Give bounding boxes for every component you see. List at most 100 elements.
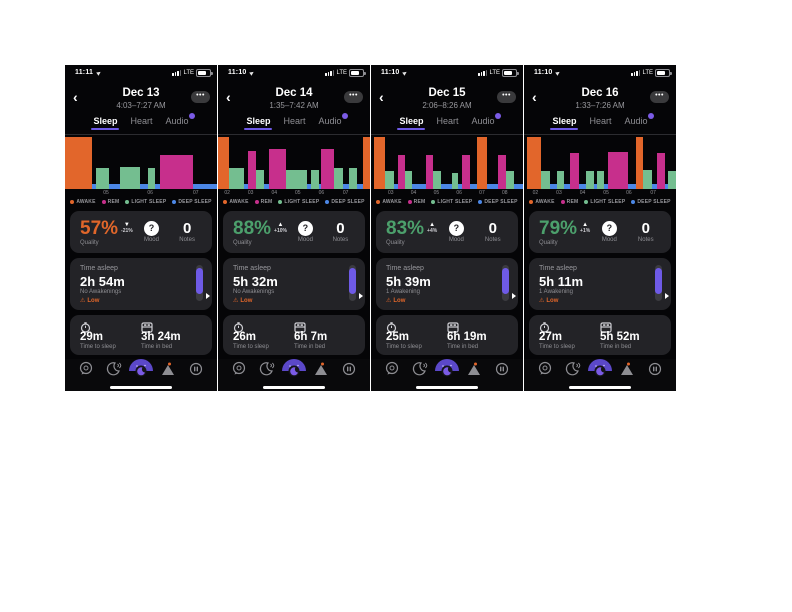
card-chevron-icon[interactable] — [512, 293, 516, 299]
profile-icon[interactable] — [342, 362, 356, 381]
chat-icon[interactable] — [79, 361, 94, 381]
tab-audio[interactable]: Audio — [166, 113, 195, 130]
tab-heart[interactable]: Heart — [589, 116, 612, 126]
pillow-logo-icon[interactable] — [434, 358, 460, 383]
legend-item: AWAKE — [376, 199, 401, 205]
sleep-gauge — [655, 265, 662, 301]
sleep-sounds-icon[interactable] — [412, 361, 428, 381]
chart-bar-light — [96, 168, 110, 189]
notes-section[interactable]: 0 Notes — [170, 221, 212, 243]
tab-heart[interactable]: Heart — [436, 116, 459, 126]
chat-icon[interactable] — [232, 361, 247, 381]
card-chevron-icon[interactable] — [206, 293, 210, 299]
more-options-button[interactable]: ••• — [344, 91, 363, 103]
chart-bar-light — [311, 170, 320, 189]
chart-bar-light — [433, 171, 441, 189]
home-indicator[interactable] — [110, 386, 172, 389]
profile-icon[interactable] — [495, 362, 509, 381]
mood-label: Mood — [601, 237, 617, 243]
network-type: LTE — [489, 70, 500, 76]
awakenings-text: No Awakenings — [80, 289, 122, 295]
chat-icon[interactable] — [538, 361, 553, 381]
card-chevron-icon[interactable] — [359, 293, 363, 299]
home-indicator[interactable] — [416, 386, 478, 389]
legend-dot — [631, 200, 636, 204]
chart-bar-rem — [607, 151, 629, 189]
time-asleep-card[interactable]: Time asleep 5h 39m 1 Awakening ⚠ Low — [376, 258, 518, 310]
time-asleep-card[interactable]: Time asleep 5h 32m No Awakenings ⚠ Low — [223, 258, 365, 310]
sleep-sounds-icon[interactable] — [565, 361, 581, 381]
back-chevron-icon[interactable]: ‹ — [73, 89, 78, 105]
chart-bar-awake — [635, 137, 644, 189]
bed-icon — [600, 320, 671, 333]
chart-bar-light — [643, 170, 652, 189]
time-asleep-card[interactable]: Time asleep 2h 54m No Awakenings ⚠ Low — [70, 258, 212, 310]
trends-icon[interactable] — [313, 361, 329, 381]
stats-card: 29m Time to sleep 3h 24m Time in bed — [70, 315, 212, 355]
tab-heart[interactable]: Heart — [283, 116, 306, 126]
mood-section[interactable]: ? Mood — [590, 221, 628, 243]
card-chevron-icon[interactable] — [665, 293, 669, 299]
tab-audio-label: Audio — [624, 116, 648, 126]
mood-section[interactable]: ? Mood — [133, 221, 171, 243]
sleep-stage-chart[interactable] — [371, 137, 523, 189]
tab-sleep[interactable]: Sleep — [397, 116, 426, 130]
mood-question-icon[interactable]: ? — [297, 221, 313, 236]
chart-bar-light — [384, 171, 394, 189]
more-options-button[interactable]: ••• — [191, 91, 210, 103]
notes-count: 0 — [641, 220, 650, 237]
home-indicator[interactable] — [569, 386, 631, 389]
legend-label: LIGHT SLEEP — [284, 199, 320, 205]
time-in-bed-stat: 6h 19m Time in bed — [447, 315, 518, 355]
trends-icon[interactable] — [619, 361, 635, 381]
sleep-stage-chart[interactable] — [218, 137, 370, 189]
time-asleep-card[interactable]: Time asleep 5h 11m 1 Awakening ⚠ Low — [529, 258, 671, 310]
phone-screenshot: 11:10 LTE ‹ ••• Dec 14 1:35–7:42 AM Slee… — [218, 65, 370, 391]
notes-section[interactable]: 0 Notes — [324, 221, 365, 243]
back-chevron-icon[interactable]: ‹ — [226, 89, 231, 105]
sleep-stage-chart[interactable] — [524, 137, 676, 189]
tab-sleep[interactable]: Sleep — [550, 116, 579, 130]
back-chevron-icon[interactable]: ‹ — [379, 89, 384, 105]
tab-audio[interactable]: Audio — [624, 113, 654, 130]
mood-section[interactable]: ? Mood — [437, 221, 475, 243]
sleep-sounds-icon[interactable] — [259, 361, 275, 381]
pillow-logo-icon[interactable] — [128, 358, 154, 383]
tab-sleep[interactable]: Sleep — [91, 116, 120, 130]
profile-icon[interactable] — [189, 362, 203, 381]
notes-section[interactable]: 0 Notes — [629, 221, 671, 243]
mood-question-icon[interactable]: ? — [448, 221, 464, 236]
more-options-button[interactable]: ••• — [497, 91, 516, 103]
mood-question-icon[interactable]: ? — [601, 221, 617, 236]
divider — [65, 134, 217, 135]
time-in-bed-value: 6h 19m — [447, 331, 487, 343]
sleep-stage-chart[interactable] — [65, 137, 217, 189]
more-options-button[interactable]: ••• — [650, 91, 669, 103]
tab-audio[interactable]: Audio — [319, 113, 348, 130]
home-indicator[interactable] — [263, 386, 325, 389]
sleep-sounds-icon[interactable] — [106, 361, 122, 381]
notes-section[interactable]: 0 Notes — [476, 221, 518, 243]
back-chevron-icon[interactable]: ‹ — [532, 89, 537, 105]
mood-question-icon[interactable]: ? — [143, 221, 159, 236]
pillow-logo-icon[interactable] — [281, 358, 307, 383]
legend-label: REM — [107, 199, 120, 205]
trends-icon[interactable] — [466, 361, 482, 381]
chat-icon[interactable] — [385, 361, 400, 381]
trends-icon[interactable] — [160, 361, 176, 381]
pillow-logo-icon[interactable] — [587, 358, 613, 383]
time-in-bed-stat: 3h 24m Time in bed — [141, 315, 212, 355]
axis-tick: 07 — [342, 190, 349, 196]
session-time-range: 2:06–8:26 AM — [422, 101, 472, 110]
legend-dot — [223, 200, 228, 204]
tab-sleep[interactable]: Sleep — [244, 116, 273, 130]
tab-audio[interactable]: Audio — [472, 113, 501, 130]
divider — [371, 134, 523, 135]
mood-section[interactable]: ? Mood — [287, 221, 324, 243]
profile-icon[interactable] — [648, 362, 662, 381]
axis-tick: 05 — [103, 190, 109, 196]
bottom-nav-bar — [371, 359, 523, 391]
chart-bar-awake — [374, 137, 385, 189]
tab-heart[interactable]: Heart — [130, 116, 153, 126]
notes-label: Notes — [179, 237, 195, 243]
